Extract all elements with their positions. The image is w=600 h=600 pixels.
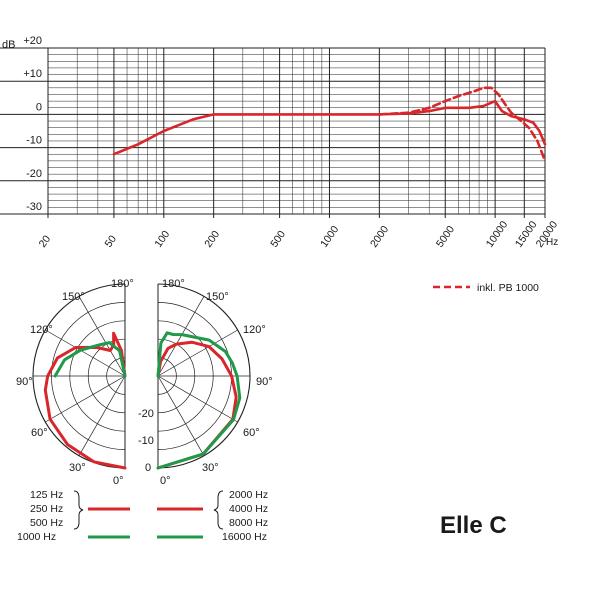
frequency-legend: inkl. PB 1000 xyxy=(433,282,539,294)
x-tick-label: 1000 xyxy=(318,224,341,250)
polar-curve-left-1000 xyxy=(53,341,127,378)
angle-label-0-left: 0° xyxy=(113,475,124,487)
legend-left-500hz: 500 Hz xyxy=(30,517,63,529)
angle-label-180-left: 180° xyxy=(111,278,134,290)
polar-spoke-left xyxy=(78,375,126,456)
legend-right-8000hz: 8000 Hz xyxy=(229,517,268,529)
legend-left-brace xyxy=(73,490,84,530)
angle-label-150-right: 150° xyxy=(206,291,229,303)
y-tick-label: +10 xyxy=(23,68,42,80)
polar-series xyxy=(43,331,242,470)
angle-label-30-left: 30° xyxy=(69,462,86,474)
series-line-with-pb1000 xyxy=(378,86,547,163)
frequency-response-chart: 20 50 100 200 500 1000 2000 5000 10000 1500020000… xyxy=(0,35,560,250)
angle-label-60-left: 60° xyxy=(31,427,48,439)
product-title: Elle C xyxy=(440,512,507,539)
angle-label-120-right: 120° xyxy=(243,324,266,336)
legend-right-brace xyxy=(213,490,224,530)
polar-spoke-left xyxy=(45,329,126,377)
legend-right-16000hz: 16000 Hz xyxy=(222,531,267,543)
y-tick-label: -10 xyxy=(26,135,42,147)
polar-angle-labels: 180° 180° 150° 150° 120° 120° 90° 90° 60… xyxy=(16,278,273,487)
polar-curve-right-high xyxy=(156,340,238,470)
y-tick-label: -20 xyxy=(26,168,42,180)
polar-spoke-right xyxy=(157,329,238,377)
angle-label-90-right: 90° xyxy=(256,376,273,388)
angle-label-0-right: 0° xyxy=(160,475,171,487)
polar-spoke-right xyxy=(157,375,238,423)
frequency-series xyxy=(112,86,547,163)
x-tick-label: 20 xyxy=(37,233,54,250)
x-tick-label: 2000 xyxy=(368,224,391,250)
legend-right-4000hz: 4000 Hz xyxy=(229,503,268,515)
x-tick-label: 100 xyxy=(152,228,172,249)
y-tick-label: +20 xyxy=(23,35,42,47)
polar-spoke-left xyxy=(78,296,126,377)
y-axis-unit: dB xyxy=(2,39,15,51)
polar-spoke-left xyxy=(45,375,126,423)
y-tick-label: -30 xyxy=(26,201,42,213)
angle-label-30-right: 30° xyxy=(202,462,219,474)
legend-left-250hz: 250 Hz xyxy=(30,503,63,515)
x-tick-label: 500 xyxy=(268,228,288,249)
legend-left-125hz: 125 Hz xyxy=(30,489,63,501)
angle-label-180-right: 180° xyxy=(162,278,185,290)
x-tick-label: 10000 xyxy=(484,219,511,250)
ring-label-minus20db: -20 xyxy=(138,408,154,420)
y-tick-label: 0 xyxy=(36,101,42,113)
ring-label-0db: 0 xyxy=(145,462,151,474)
polar-legend: 125 Hz 250 Hz 500 Hz 1000 Hz 2000 Hz 400… xyxy=(17,489,268,543)
frequency-grid xyxy=(0,47,546,218)
polar-curve-left-low xyxy=(43,331,127,470)
legend-label: inkl. PB 1000 xyxy=(477,282,539,294)
angle-label-90-left: 90° xyxy=(16,376,33,388)
polar-grid xyxy=(32,276,251,476)
polar-spoke-right xyxy=(157,296,205,377)
polar-ring-labels: 0 -10 -20 xyxy=(138,408,154,474)
x-axis-unit: Hz xyxy=(546,237,558,248)
polar-pattern-chart: 180° 180° 150° 150° 120° 120° 90° 90° 60… xyxy=(16,276,273,487)
angle-label-120-left: 120° xyxy=(30,324,53,336)
polar-curve-right-16000 xyxy=(156,331,242,470)
angle-label-60-right: 60° xyxy=(243,427,260,439)
x-tick-label: 50 xyxy=(103,233,120,250)
legend-left-1000hz: 1000 Hz xyxy=(17,531,56,543)
x-tick-label: 5000 xyxy=(434,224,457,250)
angle-label-150-left: 150° xyxy=(62,291,85,303)
polar-center-gap xyxy=(126,276,157,476)
ring-label-minus10db: -10 xyxy=(138,435,154,447)
polar-spoke-right xyxy=(157,375,205,456)
frequency-y-tick-labels: +20 +10 0 -10 -20 -30 xyxy=(23,35,42,213)
x-tick-label: 200 xyxy=(202,228,222,249)
legend-right-2000hz: 2000 Hz xyxy=(229,489,268,501)
series-line-main xyxy=(112,99,547,156)
